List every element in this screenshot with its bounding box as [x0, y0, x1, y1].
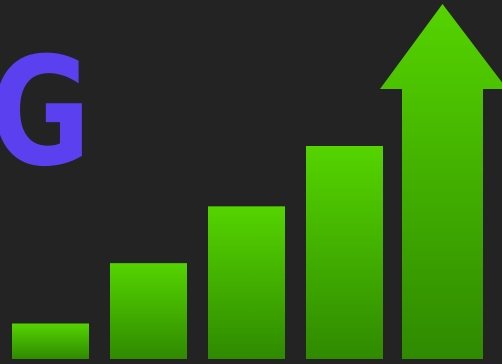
- growth-arrow-icon: [380, 4, 502, 359]
- growth-bar-3: [208, 206, 285, 359]
- growth-bar-1: [12, 323, 89, 359]
- growth-bar-2: [110, 263, 187, 359]
- growth-bar-4: [306, 146, 383, 359]
- brand-letter-logo: G: [0, 26, 91, 200]
